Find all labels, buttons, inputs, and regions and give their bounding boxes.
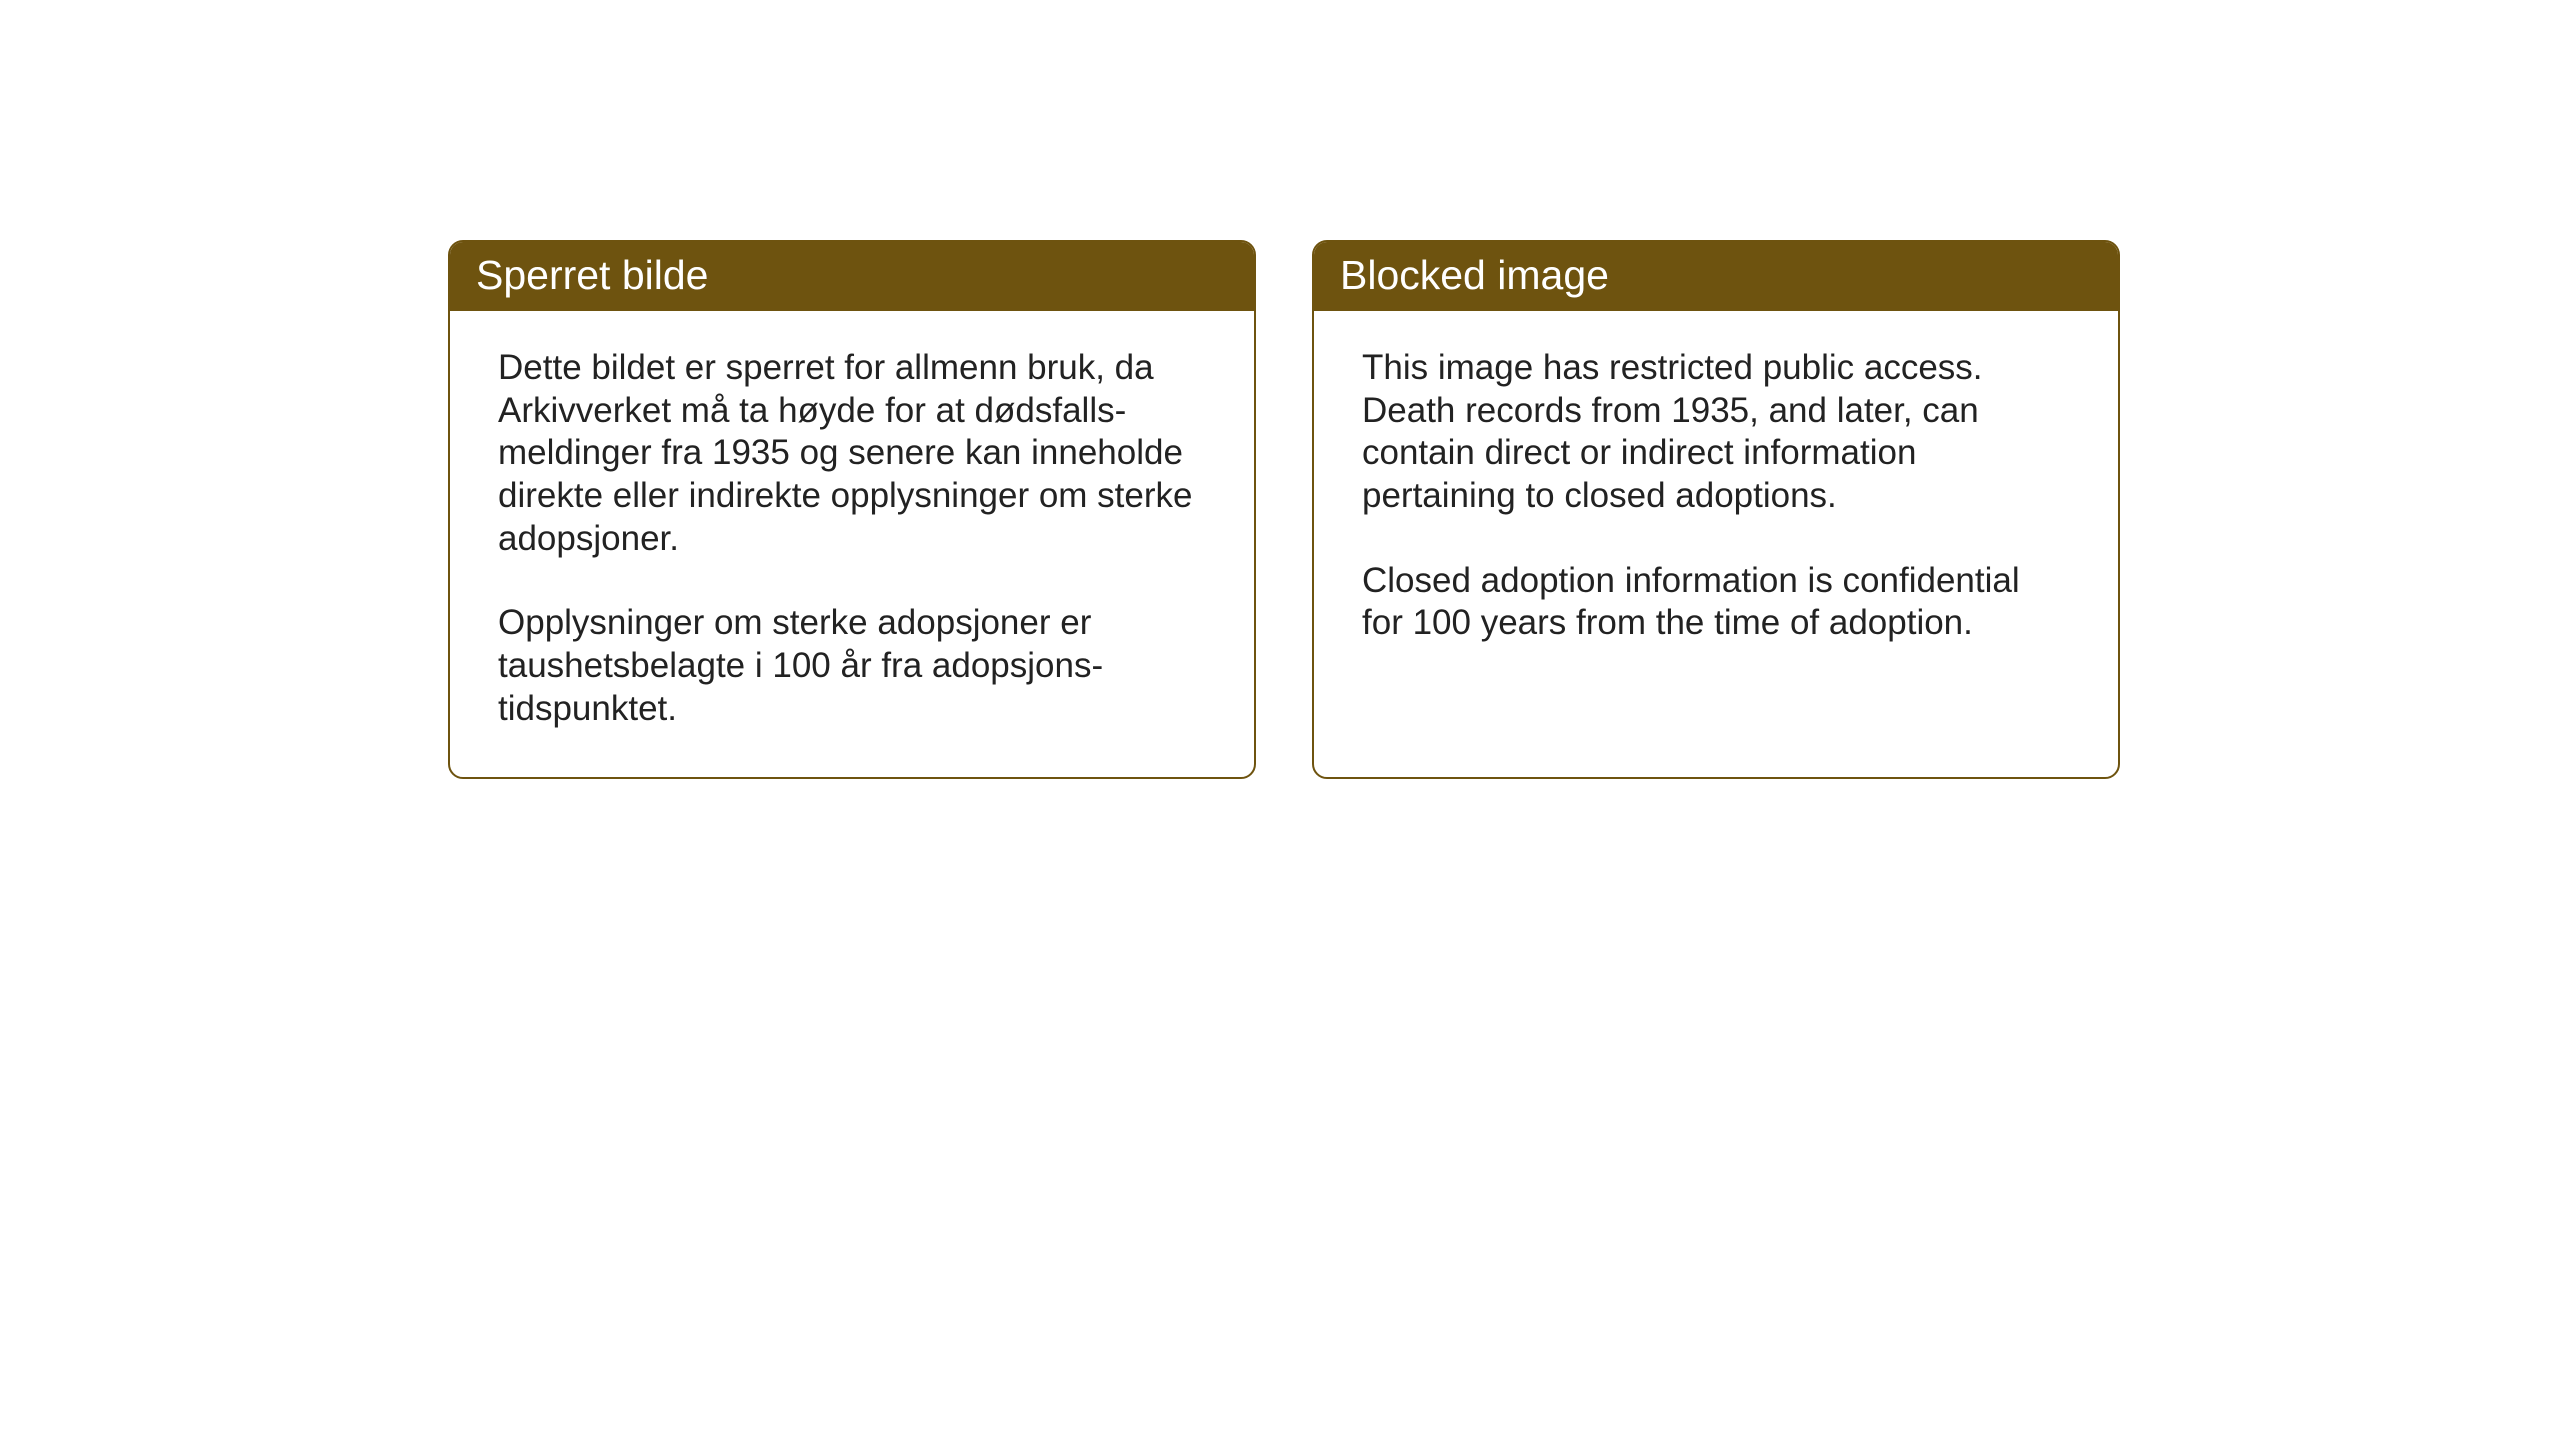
card-header-english: Blocked image xyxy=(1314,242,2118,311)
notice-card-english: Blocked image This image has restricted … xyxy=(1312,240,2120,779)
card-title-english: Blocked image xyxy=(1340,252,1609,298)
card-paragraph-norwegian-1: Dette bildet er sperret for allmenn bruk… xyxy=(498,347,1206,560)
card-header-norwegian: Sperret bilde xyxy=(450,242,1254,311)
card-paragraph-norwegian-2: Opplysninger om sterke adopsjoner er tau… xyxy=(498,602,1206,730)
card-paragraph-english-1: This image has restricted public access.… xyxy=(1362,347,2070,518)
notice-card-norwegian: Sperret bilde Dette bildet er sperret fo… xyxy=(448,240,1256,779)
card-body-norwegian: Dette bildet er sperret for allmenn bruk… xyxy=(450,311,1254,777)
notice-container: Sperret bilde Dette bildet er sperret fo… xyxy=(448,240,2120,779)
card-body-english: This image has restricted public access.… xyxy=(1314,311,2118,691)
card-paragraph-english-2: Closed adoption information is confident… xyxy=(1362,560,2070,645)
card-title-norwegian: Sperret bilde xyxy=(476,252,708,298)
